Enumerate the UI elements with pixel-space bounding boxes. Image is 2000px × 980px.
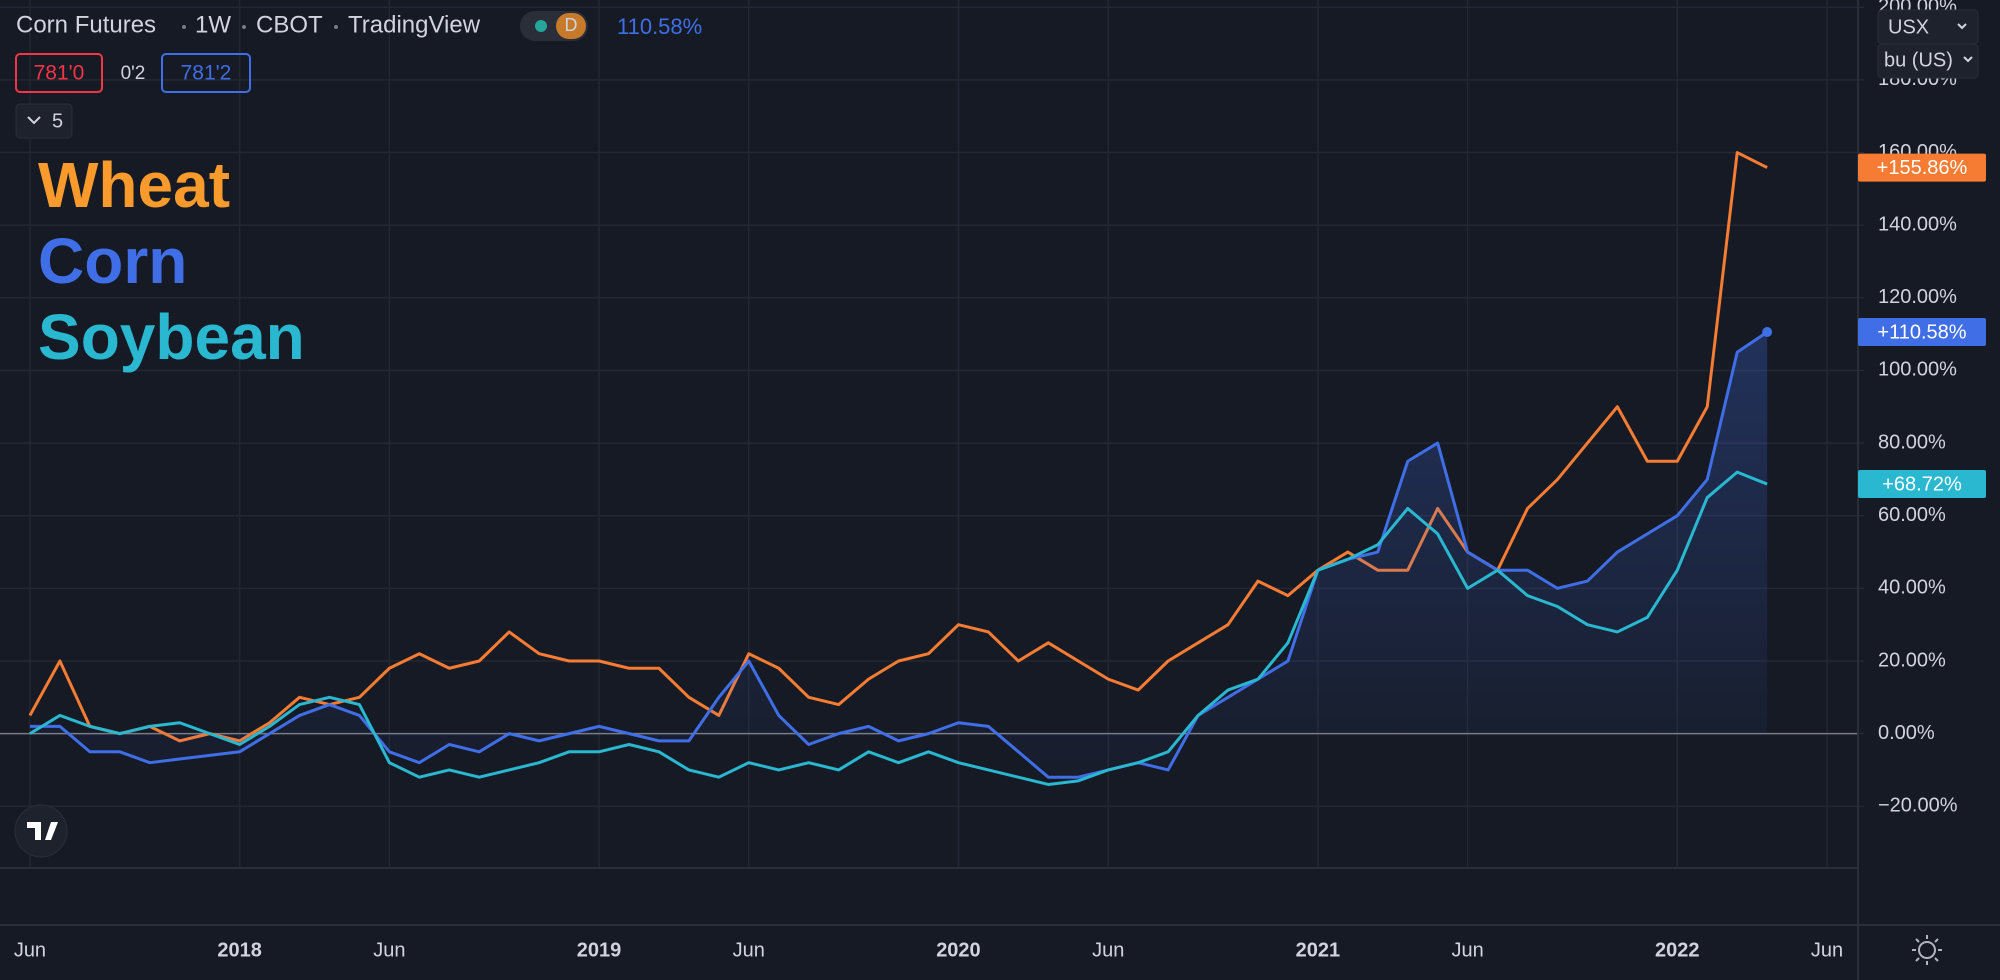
ask[interactable]: 781'2 bbox=[181, 62, 232, 85]
legend-entry: Wheat bbox=[38, 149, 230, 221]
x-tick-label: Jun bbox=[1811, 939, 1843, 961]
x-tick-label: 2022 bbox=[1655, 939, 1700, 961]
price-tag bbox=[1858, 153, 1986, 182]
settings-icon[interactable] bbox=[1912, 935, 1942, 965]
symbol: Corn Futures bbox=[16, 11, 156, 38]
price-tag-label: +155.86% bbox=[1877, 157, 1968, 179]
line bbox=[29, 330, 1768, 779]
price-tag bbox=[1858, 470, 1986, 499]
last-point bbox=[1762, 327, 1773, 338]
indicators-toggle[interactable] bbox=[15, 103, 73, 139]
x-tick-label: 2021 bbox=[1296, 939, 1341, 961]
x-tick-label: Jun bbox=[14, 939, 46, 961]
status-dot bbox=[535, 20, 547, 32]
separator bbox=[334, 25, 338, 29]
x-tick-label: Jun bbox=[1452, 939, 1484, 961]
x-tick-label: 2018 bbox=[217, 939, 262, 961]
y-tick-label: 0.00% bbox=[1878, 722, 1935, 744]
x-tick-label: Jun bbox=[733, 939, 765, 961]
x-tick-label: Jun bbox=[373, 939, 405, 961]
line bbox=[29, 470, 1768, 786]
y-tick-label: 40.00% bbox=[1878, 577, 1946, 599]
y-tick-label: 140.00% bbox=[1878, 213, 1957, 235]
badge: D bbox=[565, 15, 578, 35]
chevron bbox=[27, 116, 41, 125]
indicators-count[interactable]: 5 bbox=[52, 110, 63, 132]
axes: −20.00% 0.00% 20.00% 40.00% 60.00% 80.00% 100.… bbox=[14, 0, 1986, 961]
ask-box[interactable] bbox=[161, 53, 251, 93]
currency[interactable]: USX bbox=[1888, 16, 1929, 38]
interval[interactable]: 1W bbox=[195, 11, 231, 38]
y-tick-label: 60.00% bbox=[1878, 504, 1946, 526]
bid[interactable]: 781'0 bbox=[34, 62, 85, 85]
y-tick-label: 20.00% bbox=[1878, 649, 1946, 671]
y-tick-label: −20.00% bbox=[1878, 795, 1958, 817]
spread: 0'2 bbox=[121, 63, 146, 84]
legend-entry: Corn bbox=[38, 225, 187, 297]
y-tick-label: 120.00% bbox=[1878, 286, 1957, 308]
badge-bg bbox=[556, 13, 586, 39]
chevron bbox=[1957, 23, 1967, 30]
logo bbox=[27, 822, 58, 840]
change: 110.58% bbox=[617, 14, 702, 39]
chevron bbox=[1963, 56, 1973, 63]
price-tag bbox=[1858, 318, 1986, 347]
separator bbox=[182, 25, 186, 29]
marks bbox=[28, 151, 1773, 786]
source: TradingView bbox=[348, 11, 481, 38]
area bbox=[29, 332, 1768, 778]
x-tick-label: 2019 bbox=[577, 939, 622, 961]
unit-select[interactable] bbox=[1877, 43, 1979, 79]
unit[interactable]: bu (US) bbox=[1884, 49, 1953, 71]
x-tick-label: Jun bbox=[1092, 939, 1124, 961]
y-tick-label: 100.00% bbox=[1878, 359, 1957, 381]
exchange: CBOT bbox=[256, 11, 323, 38]
price-tag-label: +110.58% bbox=[1877, 321, 1966, 343]
legend-entry: Soybean bbox=[38, 301, 305, 373]
x-tick-label: 2020 bbox=[936, 939, 981, 961]
bid-box[interactable] bbox=[15, 53, 103, 93]
separator bbox=[242, 25, 246, 29]
y-tick-label: 80.00% bbox=[1878, 431, 1946, 453]
price-tag-label: +68.72% bbox=[1882, 473, 1962, 495]
